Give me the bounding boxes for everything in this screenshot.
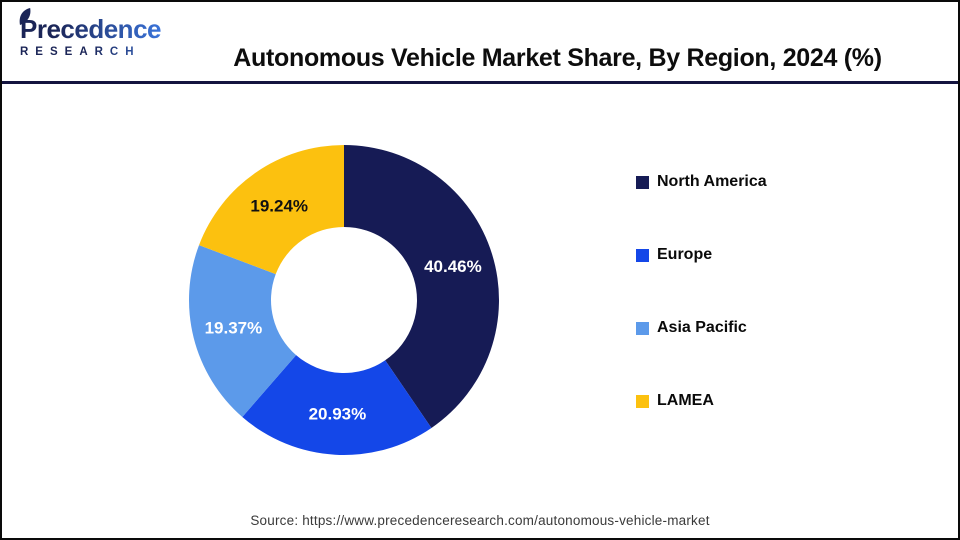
donut-chart: 40.46% 20.93% 19.37% 19.24% xyxy=(188,145,499,455)
slice-value-label: 40.46% xyxy=(424,257,482,276)
legend-item-lamea: LAMEA xyxy=(636,389,767,413)
donut-slice-north-america xyxy=(344,145,499,428)
leaf-icon xyxy=(16,7,35,31)
legend-label: LAMEA xyxy=(657,392,714,409)
legend-item-asia-pacific: Asia Pacific xyxy=(636,316,767,340)
legend-item-north-america: North America xyxy=(636,170,767,194)
slice-value-label: 19.24% xyxy=(250,197,308,216)
legend-marker xyxy=(636,248,649,262)
legend-marker xyxy=(636,321,649,335)
brand-subtitle: RESEARCH xyxy=(20,46,190,58)
slice-value-label: 20.93% xyxy=(309,404,367,423)
header-divider xyxy=(2,81,958,84)
legend-marker xyxy=(636,394,649,408)
legend: North America Europe Asia Pacific LAMEA xyxy=(636,170,767,462)
source-text: Source: https://www.precedenceresearch.c… xyxy=(250,513,710,528)
chart-title: Autonomous Vehicle Market Share, By Regi… xyxy=(233,43,882,72)
legend-item-europe: Europe xyxy=(636,243,767,267)
brand-logo: Precedence RESEARCH xyxy=(19,8,190,58)
donut-slice-asia-pacific xyxy=(188,245,297,417)
legend-marker xyxy=(636,175,649,189)
legend-label: Europe xyxy=(657,246,713,263)
legend-label: Asia Pacific xyxy=(657,319,747,336)
donut-slice-europe xyxy=(242,355,432,455)
header: Precedence RESEARCH Autonomous Vehicle M… xyxy=(2,2,958,81)
donut-slice-lamea xyxy=(199,145,344,275)
brand-name: Precedence xyxy=(20,16,190,42)
legend-label: North America xyxy=(657,173,767,190)
slice-value-label: 19.37% xyxy=(205,318,263,337)
